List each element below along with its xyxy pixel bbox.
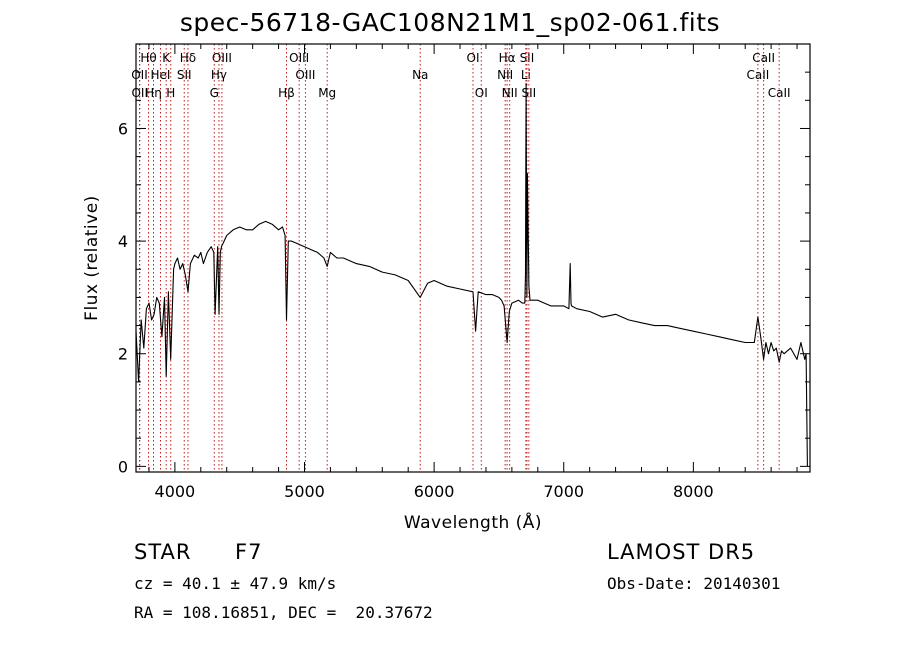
- spectral-line-label: OIII: [289, 51, 309, 65]
- spectrum-series-line: [135, 82, 808, 467]
- spectral-line-label: NII: [502, 86, 518, 100]
- object-class: STAR: [134, 540, 192, 564]
- x-tick-label: 8000: [673, 482, 714, 501]
- spectral-line-label: OI: [467, 51, 480, 65]
- x-tick-label: 7000: [543, 482, 584, 501]
- spectral-line-label: K: [162, 51, 171, 65]
- spectral-line-label: CaII: [768, 86, 791, 100]
- spectral-line-label: SII: [522, 86, 537, 100]
- spectral-line-label: Hα: [499, 51, 516, 65]
- spectral-line-label: Hδ: [180, 51, 196, 65]
- axes: 4000 5000 6000 7000 8000 0 2 4 6: [118, 44, 810, 501]
- y-tick-label: 2: [118, 345, 128, 364]
- x-tick-label: 6000: [414, 482, 455, 501]
- spectral-line-label: CaII: [752, 51, 775, 65]
- y-tick-label: 0: [118, 457, 128, 476]
- x-axis-label: Wavelength (Å): [404, 511, 542, 533]
- chart-title: spec-56718-GAC108N21M1_sp02-061.fits: [179, 8, 721, 37]
- x-tick-label: 5000: [284, 482, 325, 501]
- spectral-line-label: OIII: [212, 51, 232, 65]
- spectral-line-label: CaII: [746, 68, 769, 82]
- spectral-line-label: Mg: [318, 86, 336, 100]
- spectral-line-label: Hθ: [140, 51, 156, 65]
- coordinates: RA = 108.16851, DEC = 20.37672: [134, 603, 433, 622]
- spectral-line-label: OIII: [295, 68, 315, 82]
- spectral-line-label: Hη: [145, 86, 162, 100]
- spectral-line-label: Hβ: [278, 86, 295, 100]
- spectral-line-label: Li: [521, 68, 531, 82]
- spectral-line-label: HeI: [151, 68, 171, 82]
- spectral-line-label: SII: [520, 51, 535, 65]
- y-tick-label: 4: [118, 232, 128, 251]
- spectral-line-label: OI: [475, 86, 488, 100]
- object-subclass: F7: [235, 540, 263, 564]
- y-axis-label: Flux (relative): [82, 195, 102, 321]
- spectral-line-label: G: [210, 86, 219, 100]
- spectral-line-label: NII: [497, 68, 513, 82]
- survey-name: LAMOST DR5: [607, 540, 756, 564]
- spectral-line-label: H: [166, 86, 175, 100]
- spectral-line-label: OII: [131, 68, 148, 82]
- observation-date: Obs-Date: 20140301: [607, 574, 781, 593]
- redshift-cz: cz = 40.1 ± 47.9 km/s: [134, 574, 337, 593]
- spectral-line-label: Na: [412, 68, 428, 82]
- spectral-line-label: SII: [177, 68, 192, 82]
- plot-area: Hθ K Hδ OIII OIII OI Hα SII CaII OII HeI SII Hγ OIII N…: [131, 44, 808, 472]
- plot-frame: [135, 43, 811, 473]
- y-tick-label: 6: [118, 119, 128, 138]
- x-tick-label: 4000: [155, 482, 196, 501]
- spectral-line-label: Hγ: [211, 68, 227, 82]
